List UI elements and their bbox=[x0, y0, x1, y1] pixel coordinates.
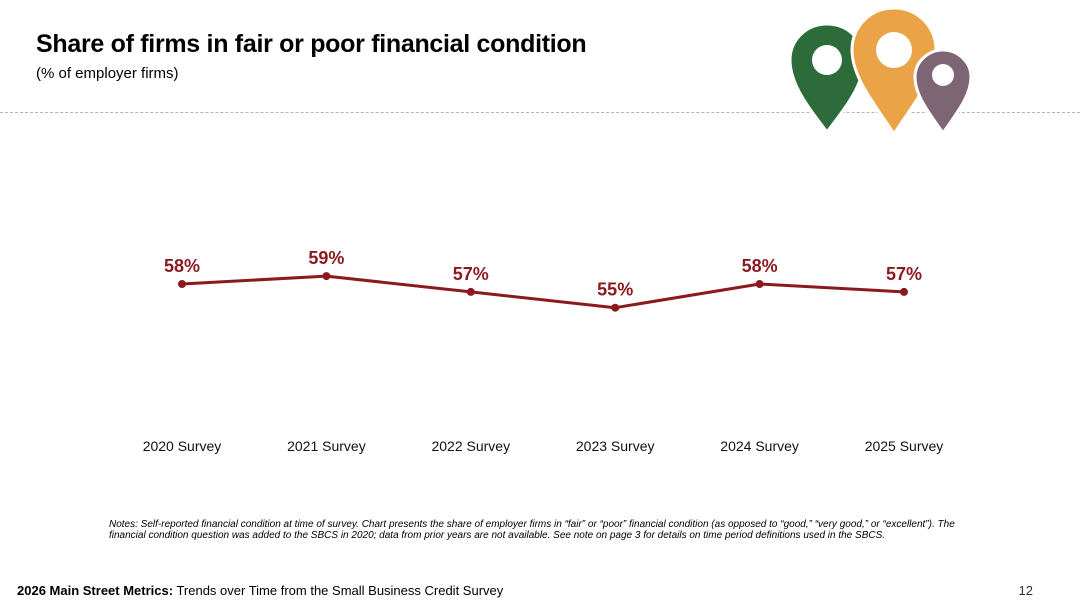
footer-bold-label: 2026 Main Street Metrics: bbox=[17, 583, 174, 598]
orange-pin-icon bbox=[850, 6, 938, 137]
data-point bbox=[900, 287, 908, 296]
data-point bbox=[755, 280, 764, 288]
data-label: 57% bbox=[453, 264, 489, 284]
x-tick-label: 2025 Survey bbox=[865, 438, 944, 454]
data-label: 59% bbox=[308, 248, 344, 268]
header-divider bbox=[0, 112, 1080, 113]
series-line bbox=[181, 274, 905, 310]
data-label: 57% bbox=[886, 264, 922, 284]
footer-text: Trends over Time from the Small Business… bbox=[173, 583, 504, 598]
x-tick-label: 2022 Survey bbox=[431, 438, 510, 454]
data-point bbox=[178, 280, 186, 288]
page-subtitle: (% of employer firms) bbox=[36, 65, 179, 82]
data-point bbox=[322, 272, 331, 281]
data-label: 58% bbox=[742, 256, 778, 276]
data-point bbox=[466, 287, 475, 296]
page-number: 12 bbox=[1018, 583, 1033, 598]
page-title: Share of firms in fair or poor financial… bbox=[36, 30, 587, 58]
x-tick-label: 2023 Survey bbox=[576, 438, 655, 454]
x-tick-label: 2021 Survey bbox=[287, 438, 366, 454]
line-chart: 58% 2020 Survey 59% 2021 Survey 57% 2022 Surv… bbox=[143, 248, 944, 454]
footer: 2026 Main Street Metrics: Trends over Ti… bbox=[17, 583, 503, 598]
purple-pin-icon bbox=[913, 48, 973, 136]
map-pins-icon bbox=[788, 6, 973, 137]
green-pin-icon bbox=[788, 22, 866, 135]
chart-notes: Notes: Self-reported financial condition… bbox=[109, 519, 955, 541]
x-tick-label: 2020 Survey bbox=[143, 438, 222, 454]
data-label: 55% bbox=[597, 280, 633, 300]
data-point bbox=[611, 303, 620, 312]
x-tick-label: 2024 Survey bbox=[720, 438, 799, 454]
data-label: 58% bbox=[164, 256, 200, 276]
